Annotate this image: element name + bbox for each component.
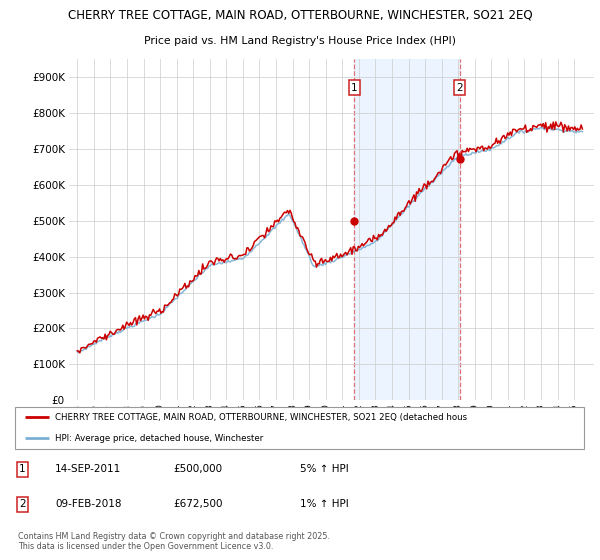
Text: 1% ↑ HPI: 1% ↑ HPI xyxy=(300,500,349,509)
Text: 09-FEB-2018: 09-FEB-2018 xyxy=(55,500,122,509)
Text: 2: 2 xyxy=(19,500,26,509)
Text: 5% ↑ HPI: 5% ↑ HPI xyxy=(300,464,349,474)
FancyBboxPatch shape xyxy=(15,407,584,449)
Text: 14-SEP-2011: 14-SEP-2011 xyxy=(55,464,121,474)
Text: £672,500: £672,500 xyxy=(173,500,223,509)
Text: Contains HM Land Registry data © Crown copyright and database right 2025.
This d: Contains HM Land Registry data © Crown c… xyxy=(18,531,330,551)
Text: 1: 1 xyxy=(19,464,26,474)
Text: CHERRY TREE COTTAGE, MAIN ROAD, OTTERBOURNE, WINCHESTER, SO21 2EQ (detached hous: CHERRY TREE COTTAGE, MAIN ROAD, OTTERBOU… xyxy=(55,413,467,422)
Text: 1: 1 xyxy=(351,82,358,92)
Bar xyxy=(354,59,460,400)
Text: Price paid vs. HM Land Registry's House Price Index (HPI): Price paid vs. HM Land Registry's House … xyxy=(144,36,456,46)
Text: 2: 2 xyxy=(457,82,463,92)
Text: HPI: Average price, detached house, Winchester: HPI: Average price, detached house, Winc… xyxy=(55,434,263,443)
Text: £500,000: £500,000 xyxy=(173,464,223,474)
Text: CHERRY TREE COTTAGE, MAIN ROAD, OTTERBOURNE, WINCHESTER, SO21 2EQ: CHERRY TREE COTTAGE, MAIN ROAD, OTTERBOU… xyxy=(68,9,532,22)
